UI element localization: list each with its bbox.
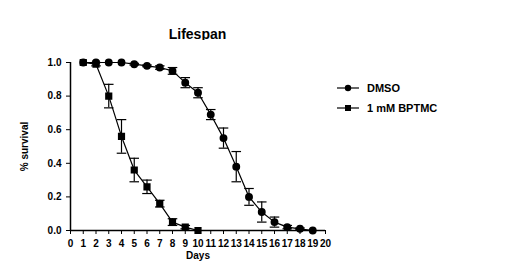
svg-text:0.6: 0.6 — [48, 124, 62, 135]
svg-text:0: 0 — [68, 238, 74, 249]
svg-text:1.0: 1.0 — [48, 57, 62, 68]
svg-text:0.0: 0.0 — [48, 225, 62, 236]
svg-text:17: 17 — [282, 238, 294, 249]
svg-text:14: 14 — [243, 238, 255, 249]
svg-text:Days: Days — [186, 250, 210, 261]
svg-text:11: 11 — [205, 238, 216, 249]
svg-text:19: 19 — [307, 238, 319, 249]
svg-text:8: 8 — [170, 238, 176, 249]
svg-text:13: 13 — [231, 238, 243, 249]
svg-text:18: 18 — [294, 238, 306, 249]
svg-text:0.4: 0.4 — [48, 158, 62, 169]
svg-text:15: 15 — [256, 238, 268, 249]
svg-text:9: 9 — [182, 238, 188, 249]
svg-text:6: 6 — [144, 238, 150, 249]
svg-text:10: 10 — [192, 238, 204, 249]
html-text:Lifespan: Lifespan — [168, 26, 227, 42]
svg-text:4: 4 — [119, 238, 125, 249]
svg-text:1: 1 — [80, 238, 86, 249]
html-text:DMSO: DMSO — [367, 82, 400, 94]
svg-text:3: 3 — [106, 238, 112, 249]
svg-text:12: 12 — [218, 238, 230, 249]
html-text:1 mM BPTMC: 1 mM BPTMC — [367, 102, 438, 114]
svg-text:% survival: % survival — [19, 122, 30, 172]
svg-text:0.2: 0.2 — [48, 191, 62, 202]
svg-text:16: 16 — [269, 238, 281, 249]
svg-text:5: 5 — [131, 238, 137, 249]
svg-text:7: 7 — [157, 238, 163, 249]
svg-text:2: 2 — [93, 238, 99, 249]
svg-text:20: 20 — [320, 238, 332, 249]
svg-text:0.8: 0.8 — [48, 90, 62, 101]
